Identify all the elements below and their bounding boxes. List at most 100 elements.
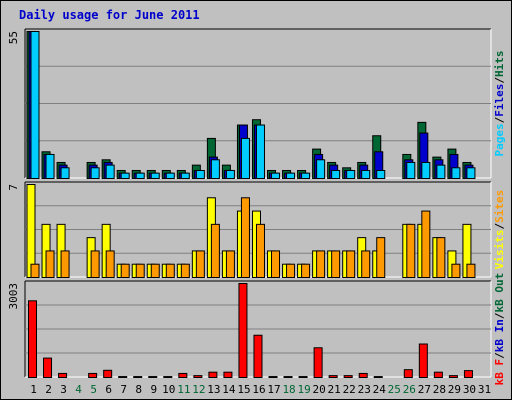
x-tick-label: 23 — [358, 383, 371, 396]
kbf-bar — [328, 375, 338, 379]
pages-bar — [346, 169, 356, 179]
pages-bar — [451, 167, 461, 180]
pages-bar — [361, 169, 371, 179]
legend-visits-sites: Visits/Sites — [493, 190, 506, 270]
x-tick-label: 5 — [90, 383, 97, 396]
x-tick-label: 18 — [282, 383, 295, 396]
legend-entry: / — [493, 352, 506, 359]
legend-entry: / — [493, 77, 506, 84]
x-tick-label: 11 — [177, 383, 190, 396]
kbf-bar — [178, 372, 188, 378]
kbf-bar — [418, 343, 428, 379]
kbf-bar — [163, 376, 173, 379]
sites-bar — [376, 237, 386, 278]
kbf-bar — [283, 376, 293, 379]
kbf-bar — [28, 300, 37, 379]
pages-bar — [90, 167, 100, 180]
kbf-bar — [238, 283, 248, 378]
sites-bar — [240, 197, 250, 279]
pages-bar — [150, 172, 160, 179]
pages-bar — [180, 172, 190, 179]
pages-bar — [135, 172, 145, 179]
sites-bar — [105, 250, 115, 279]
x-tick-label: 1 — [30, 383, 37, 396]
legend-pages-files-hits: Pages/Files/Hits — [493, 51, 506, 157]
x-tick-label: 16 — [252, 383, 265, 396]
sites-bar — [150, 263, 160, 279]
pages-bar — [195, 169, 205, 179]
x-tick-label: 3 — [60, 383, 67, 396]
sites-bar — [165, 263, 175, 279]
kbf-bar — [103, 369, 113, 379]
x-tick-label: 26 — [403, 383, 416, 396]
kbf-bar — [343, 375, 353, 379]
sites-bar — [120, 263, 130, 279]
x-tick-label: 20 — [313, 383, 326, 396]
kbf-bar — [58, 372, 68, 378]
sites-bar — [466, 263, 476, 279]
sites-bar — [331, 250, 341, 279]
sites-bar — [301, 263, 311, 279]
pages-bar — [376, 169, 386, 179]
y-max-label: 7 — [7, 184, 20, 191]
x-tick-label: 7 — [120, 383, 127, 396]
visits-bar — [26, 184, 36, 278]
pages-bar — [421, 161, 431, 180]
sites-bar — [286, 263, 296, 279]
x-tick-label: 12 — [192, 383, 205, 396]
x-tick-label: 29 — [448, 383, 461, 396]
legend-entry: Visits — [493, 230, 506, 270]
kbf-bar — [208, 371, 218, 378]
pages-bar — [436, 164, 446, 180]
x-tick-label: 4 — [75, 383, 82, 396]
sites-bar — [451, 263, 461, 279]
x-tick-label: 21 — [328, 383, 341, 396]
kbf-bar — [118, 376, 128, 379]
sites-bar — [60, 250, 70, 279]
x-tick-label: 31 — [478, 383, 491, 396]
legend-entry: kB F — [493, 359, 506, 386]
x-tick-label: 8 — [135, 383, 142, 396]
kbf-bar — [43, 357, 53, 379]
legend-entry: / — [493, 223, 506, 230]
sites-bar — [90, 250, 100, 279]
pages-bar — [271, 172, 281, 179]
sites-bar — [255, 223, 265, 279]
sites-bar — [45, 250, 55, 279]
x-tick-label: 30 — [463, 383, 476, 396]
legend-entry: kB Out — [493, 273, 506, 313]
kbf-bar — [148, 376, 158, 379]
pages-bar — [225, 169, 235, 179]
x-tick-label: 24 — [373, 383, 387, 396]
sites-bar — [406, 223, 416, 279]
x-tick-label: 17 — [267, 383, 280, 396]
kbf-bar — [433, 371, 443, 378]
kbf-bar — [223, 371, 233, 378]
pages-bar — [60, 167, 70, 180]
x-tick-label: 27 — [418, 383, 431, 396]
x-tick-label: 28 — [433, 383, 446, 396]
sites-bar — [180, 263, 190, 279]
kbf-bar — [298, 376, 308, 379]
pages-bar — [120, 172, 130, 179]
legend-entry: / — [493, 116, 506, 123]
legend-entry: Sites — [493, 190, 506, 223]
legend-entry: Files — [493, 84, 506, 117]
kbf-bar — [448, 375, 458, 379]
kbf-bar — [253, 334, 263, 378]
pages-bar — [466, 167, 476, 180]
legend-entry: / — [493, 312, 506, 319]
kbf-bar — [133, 376, 143, 379]
kbf-bar — [463, 370, 473, 379]
pages-bar — [210, 159, 220, 179]
x-tick-label: 15 — [237, 383, 250, 396]
legend-entry: kB In — [493, 319, 506, 352]
kbf-bar — [403, 369, 413, 379]
sites-bar — [225, 250, 235, 279]
sites-bar — [135, 263, 145, 279]
x-tick-label: 22 — [343, 383, 356, 396]
x-tick-label: 13 — [207, 383, 220, 396]
sites-bar — [316, 250, 326, 279]
